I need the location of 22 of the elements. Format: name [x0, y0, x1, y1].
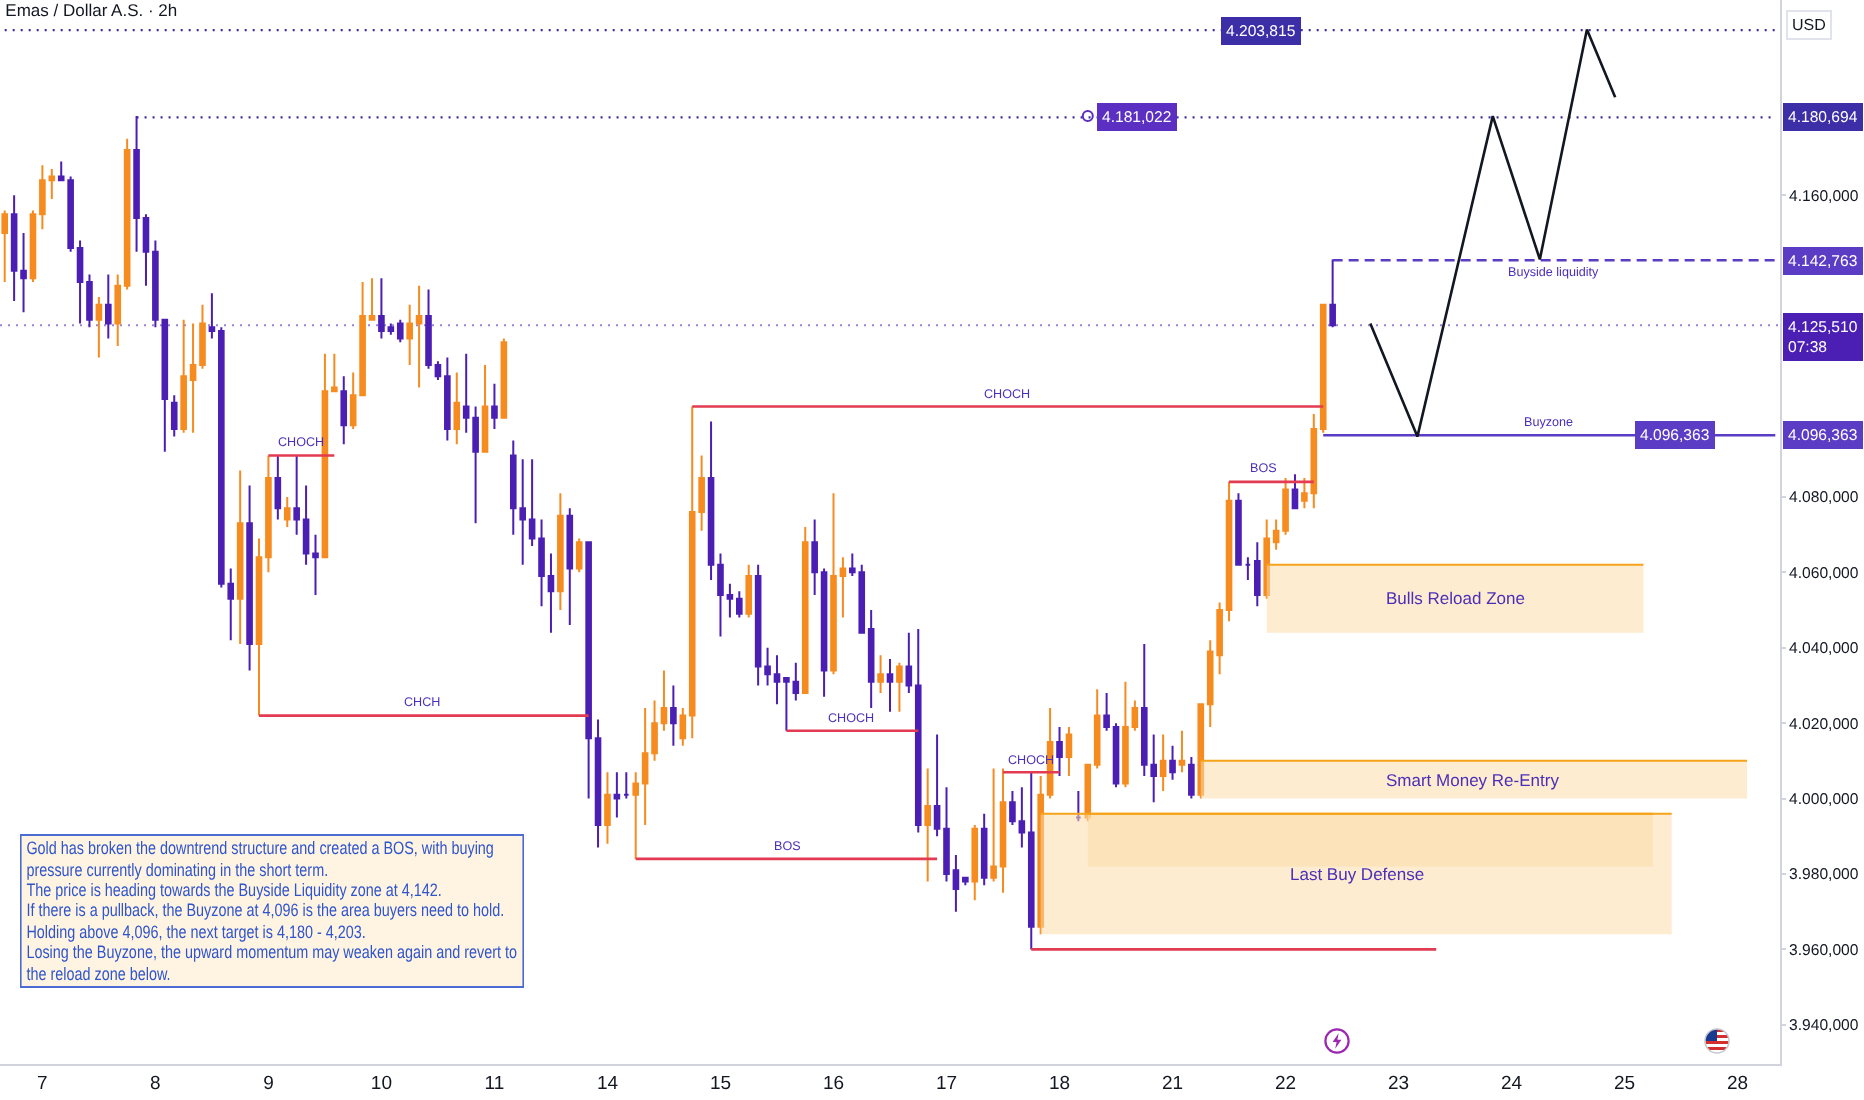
chart-title: Emas / Dollar A.S. · 2h [5, 0, 178, 20]
x-tick-label: 9 [263, 1072, 274, 1095]
x-tick-label: 25 [1614, 1072, 1636, 1095]
x-tick-label: 11 [484, 1072, 505, 1095]
annotation: Gold has broken the downtrend structure and created a BOS, with buying pressure currently dominating in the short term. The price is heading towards the Buyside Liquidity zone at 4,142. If there is a pullback, the Buyzone at 4,096 is the area buyers need to hold. Holding above 4,096, the next target is 4,180 - 4,203. Losing the Buyzone, the upward momentum may weaken again and revert to the reload zone below. [20, 834, 524, 988]
series-label: Bulls Reload Zone [1386, 588, 1526, 608]
x-tick-label: 8 [150, 1072, 161, 1095]
x-tick-label: 7 [37, 1072, 48, 1095]
x-tick-label: 21 [1161, 1072, 1184, 1095]
x-tick-label: 23 [1388, 1072, 1410, 1095]
series-label: Smart Money Re-Entry [1386, 770, 1561, 790]
x-tick-label: 14 [596, 1072, 619, 1095]
x-tick-label: 24 [1501, 1072, 1523, 1095]
x-tick-label: 10 [370, 1072, 392, 1095]
x-tick-label: 17 [935, 1072, 958, 1095]
text: Last Buy Defense [1290, 864, 1425, 884]
y-axis-title: USD [1792, 16, 1827, 34]
x-tick-label: 18 [1048, 1072, 1071, 1095]
x-tick-label: 15 [709, 1072, 732, 1095]
x-tick-label: 22 [1274, 1072, 1297, 1095]
x-tick-label: 28 [1727, 1072, 1749, 1095]
x-tick-label: 16 [822, 1072, 845, 1095]
